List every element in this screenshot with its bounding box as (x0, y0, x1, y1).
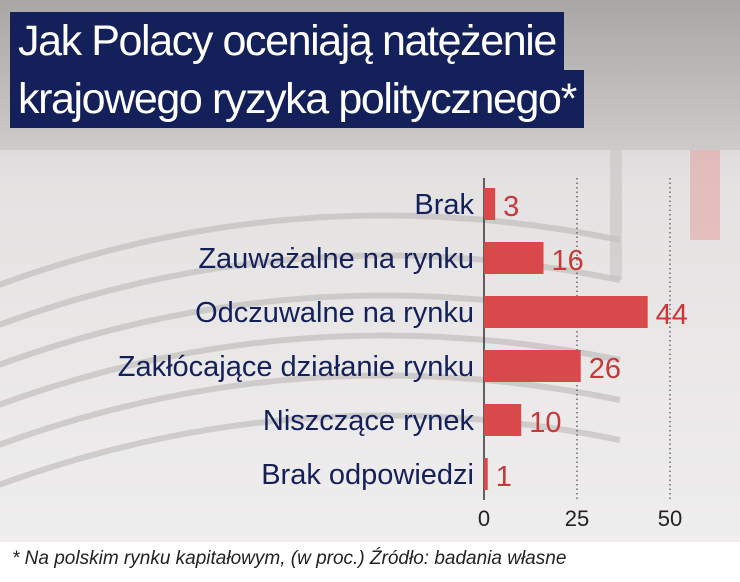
bar-4 (484, 404, 522, 436)
value-label-0: 3 (503, 191, 519, 223)
bar-5 (484, 458, 488, 490)
x-tick-label-50: 50 (658, 506, 682, 531)
value-label-5: 1 (496, 461, 512, 493)
value-label-3: 26 (589, 353, 621, 385)
category-label-2: Odczuwalne na rynku (195, 297, 474, 329)
category-label-3: Zakłócające działanie rynku (118, 351, 474, 383)
bar-3 (484, 350, 581, 382)
category-label-1: Zauważalne na rynku (198, 243, 474, 275)
category-label-4: Niszczące rynek (263, 405, 475, 437)
chart-title-line-1: Jak Polacy oceniają natężenie (10, 12, 564, 70)
bar-chart: Brak 3 Zauważalne na rynku 16 Odczuwalne na … (118, 178, 688, 531)
bar-0 (484, 188, 496, 220)
bar-2 (484, 296, 648, 328)
category-label-0: Brak (414, 189, 474, 221)
value-label-1: 16 (552, 245, 584, 277)
footnote: * Na polskim rynku kapitałowym, (w proc.… (12, 548, 567, 569)
x-tick-label-25: 25 (565, 506, 589, 531)
chart-title-line-2: krajowego ryzyka politycznego* (10, 70, 584, 128)
value-label-4: 10 (529, 407, 561, 439)
bar-1 (484, 242, 544, 274)
category-label-5: Brak odpowiedzi (261, 459, 474, 491)
x-tick-label-0: 0 (478, 506, 490, 531)
value-label-2: 44 (656, 299, 688, 331)
